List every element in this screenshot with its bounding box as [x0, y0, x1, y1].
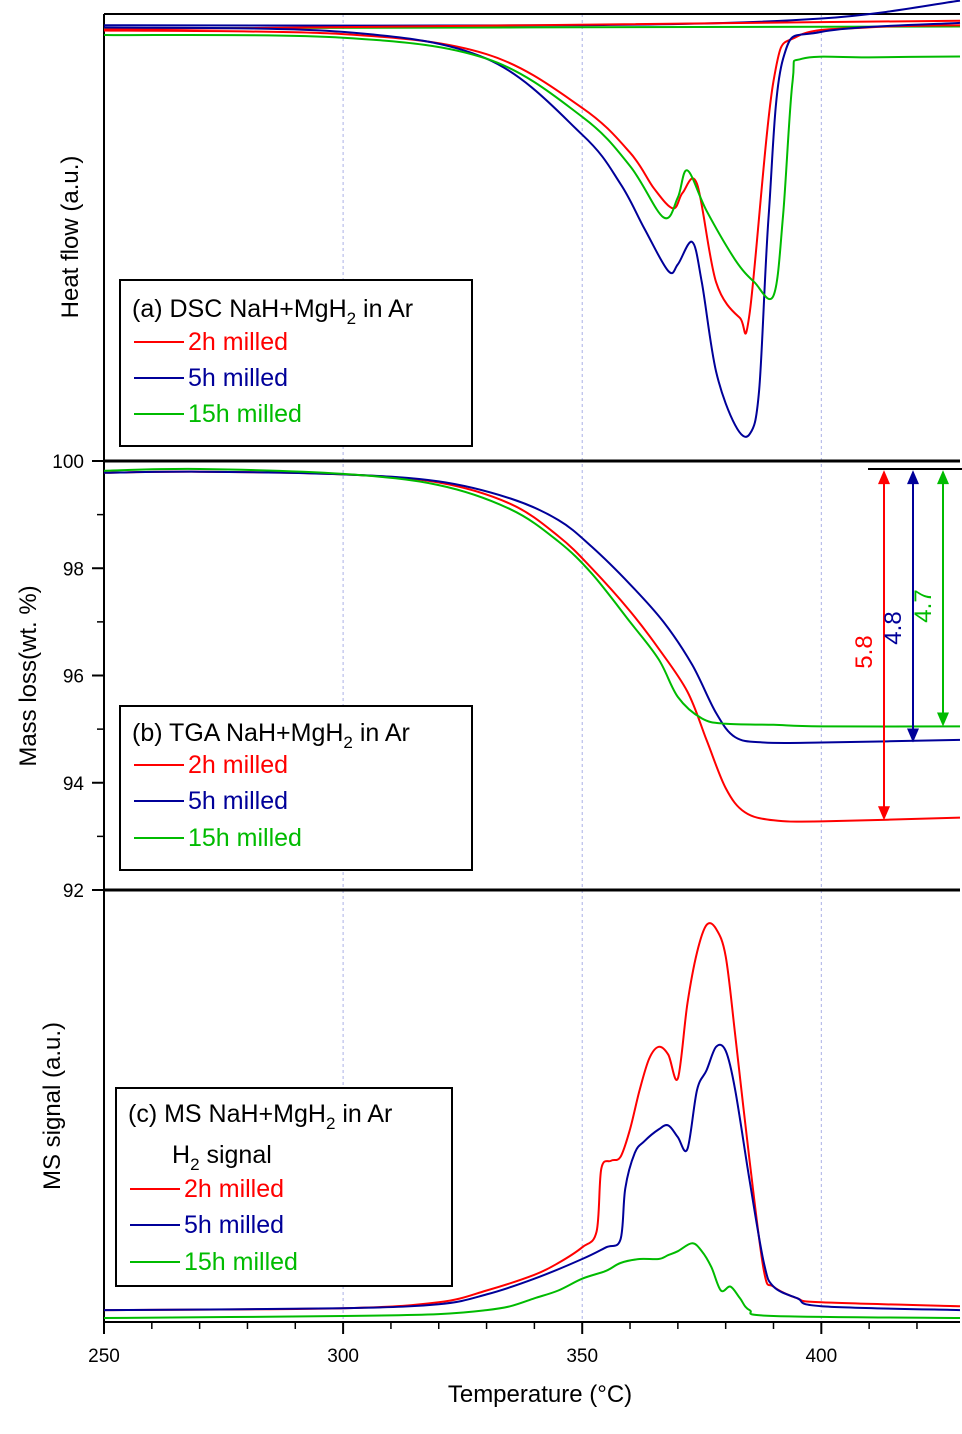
- annotation-arrowhead-top-4.8: [907, 470, 919, 485]
- legend-label-c-2: 15h milled: [184, 1248, 298, 1276]
- panel-a-series-15h-milled: [103, 34, 961, 301]
- legend-box-b: [119, 705, 473, 871]
- x-tick-label-350: 350: [566, 1346, 598, 1367]
- y-tick-label-96: 96: [63, 667, 84, 688]
- y-axis-label-c: MS signal (a.u.): [39, 1022, 66, 1190]
- plot-frame: [103, 13, 960, 1323]
- x-tick-label-250: 250: [88, 1346, 120, 1367]
- legend-label-b-0: 2h milled: [188, 751, 288, 779]
- annotation-label-5.8: 5.8: [851, 635, 878, 668]
- legend-label-c-1: 5h milled: [184, 1211, 284, 1239]
- y-tick-label-92: 92: [63, 881, 84, 902]
- y-tick-label-94: 94: [63, 774, 85, 795]
- grid-lines: [342, 14, 822, 1322]
- legend-label-a-0: 2h milled: [188, 328, 288, 356]
- legend-label-c-0: 2h milled: [184, 1175, 284, 1203]
- x-tick-label-400: 400: [805, 1346, 837, 1367]
- legend-label-a-2: 15h milled: [188, 400, 302, 428]
- panel-c-series-15h-milled: [103, 1242, 961, 1319]
- annotation-arrowhead-bottom-4.7: [937, 712, 949, 727]
- legend-subtitle-c: H2 signal: [172, 1141, 272, 1174]
- legend-title-c: (c) MS NaH+MgH2 in Ar: [128, 1100, 392, 1133]
- legend-label-b-1: 5h milled: [188, 787, 288, 815]
- series-lines: [103, 0, 961, 1319]
- y-axis-label-a: Heat flow (a.u.): [57, 156, 84, 319]
- legend-label-a-1: 5h milled: [188, 364, 288, 392]
- annotation-arrowhead-bottom-4.8: [907, 728, 919, 743]
- legend-title-b: (b) TGA NaH+MgH2 in Ar: [132, 719, 410, 752]
- annotation-label-4.7: 4.7: [910, 589, 937, 622]
- panel-a-series-2h-milled: [103, 24, 961, 335]
- panel-b-series-5h-milled: [103, 470, 961, 745]
- y-axis-label-b: Mass loss(wt. %): [15, 585, 42, 766]
- legend-box-a: [119, 279, 473, 447]
- mass-loss-annotations: 5.84.84.7: [851, 468, 962, 821]
- legend-box-c: [115, 1087, 453, 1287]
- y-tick-label-98: 98: [63, 559, 84, 580]
- legend-label-b-2: 15h milled: [188, 824, 302, 852]
- annotation-arrowhead-top-4.7: [937, 470, 949, 485]
- y-tick-label-100: 100: [52, 452, 84, 473]
- panel-b-series-15h-milled: [103, 467, 961, 728]
- x-tick-label-300: 300: [327, 1346, 359, 1367]
- annotation-arrowhead-top-5.8: [878, 470, 890, 485]
- legend-title-a: (a) DSC NaH+MgH2 in Ar: [132, 295, 413, 328]
- panel-c-series-5h-milled: [103, 1043, 961, 1312]
- axes: 100 98 96 94 92 250 300 350 400 Temperature (°C) H…: [15, 156, 918, 1408]
- annotation-arrowhead-bottom-5.8: [878, 806, 890, 821]
- x-axis-label: Temperature (°C): [448, 1381, 632, 1408]
- annotation-label-4.8: 4.8: [880, 611, 907, 644]
